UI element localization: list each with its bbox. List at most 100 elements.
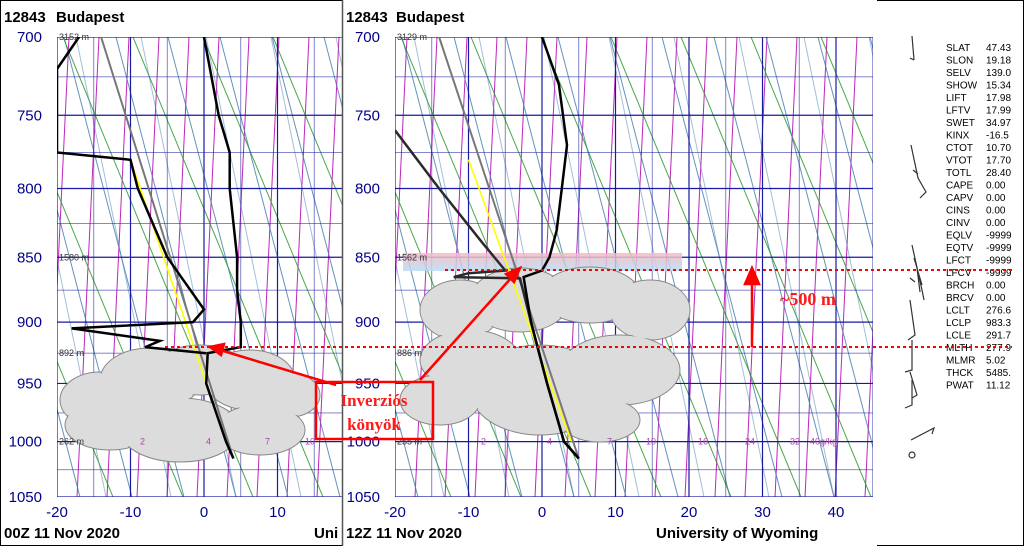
arrow-head <box>503 265 523 285</box>
station-id: 12843 <box>346 9 388 26</box>
cloud-fill <box>561 399 639 441</box>
cloud-fill <box>216 406 304 454</box>
temperature-tick-label: 10 <box>607 504 624 521</box>
station-id: 12843 <box>4 9 46 26</box>
wind-barb <box>907 299 916 341</box>
arrow-to-12z-inversion <box>419 276 513 381</box>
parcel-path-line <box>100 37 235 459</box>
moist-adiabat-line <box>673 37 770 497</box>
index-name: SLAT <box>946 43 970 54</box>
moist-adiabat-line <box>270 37 342 384</box>
index-value: 0.00 <box>986 206 1006 217</box>
mixing-ratio-label: 24 <box>745 437 755 447</box>
arrow-head <box>207 342 226 358</box>
index-name: SLON <box>946 56 973 67</box>
moist-adiabat-line <box>713 37 835 497</box>
index-value: 0.00 <box>986 181 1006 192</box>
temperature-tick-label: 40 <box>828 504 845 521</box>
moist-adiabat-line <box>271 37 342 308</box>
height-label: 262 m <box>59 437 84 447</box>
stability-indices: SLAT 47.43 SLON 19.18 SELV 139.0 SHOW 15.34 LIFT… <box>876 0 1012 546</box>
calm-wind-circle <box>908 451 916 459</box>
sounding-panel-12z: 12843 Budapest 700 750 800 850 900 950 1000 105… <box>346 9 873 542</box>
dry-adiabat-line <box>272 37 342 206</box>
mixing-ratio-label: 10 <box>646 437 656 447</box>
sounding-lines <box>395 37 580 460</box>
index-value: 139.0 <box>986 68 1011 79</box>
moist-adiabat-line <box>395 406 419 497</box>
height-label: 3152 m <box>59 32 89 42</box>
pressure-tick-label: 750 <box>355 107 380 124</box>
index-name: MLTH <box>946 343 972 354</box>
index-name: LFCV <box>946 268 972 279</box>
cloud-fill <box>401 376 479 424</box>
index-name: LFCT <box>946 256 971 267</box>
wind-barb <box>909 35 915 61</box>
wind-barb <box>904 340 913 373</box>
mixing-ratio-label: 10 <box>305 437 315 447</box>
mixing-ratio-label: 2 <box>140 437 145 447</box>
sounding-panel-00z: 12843 Budapest 700 750 800 850 900 950 1000 105… <box>4 9 342 542</box>
pressure-tick-label: 800 <box>355 180 380 197</box>
wind-barb <box>909 371 918 399</box>
moist-adiabat-line <box>219 37 341 497</box>
station-name: Budapest <box>56 9 124 26</box>
sounding-lines <box>57 37 243 460</box>
station-name: Budapest <box>396 9 464 26</box>
footer-source: University of Wyoming <box>656 525 818 542</box>
index-value: 34.97 <box>986 118 1011 129</box>
index-value: 17.70 <box>986 156 1011 167</box>
footer-date: 12Z 11 Nov 2020 <box>346 525 462 542</box>
index-value: -9999 <box>986 231 1012 242</box>
temperature-line <box>202 37 243 460</box>
pressure-tick-label: 1000 <box>347 434 380 451</box>
index-value: -9999 <box>986 256 1012 267</box>
index-value: 291.7 <box>986 331 1011 342</box>
dry-adiabat-line <box>750 37 873 334</box>
wind-barb <box>904 380 913 409</box>
pressure-tick-label: 750 <box>17 107 42 124</box>
index-name: BRCV <box>946 293 974 304</box>
height-label: 1562 m <box>397 252 427 262</box>
parcel-path-line <box>438 37 580 459</box>
index-value: 0.00 <box>986 293 1006 304</box>
dry-adiabat-highlight-line <box>467 159 573 442</box>
temperature-tick-label: 20 <box>681 504 698 521</box>
index-name: VTOT <box>946 156 972 167</box>
axis-labels: 700 750 800 850 900 950 1000 1050-20 -10 0 10 3152 … <box>9 29 315 521</box>
moist-adiabat-line <box>765 37 873 450</box>
pressure-tick-label: 1050 <box>9 489 42 506</box>
height-label: 886 m <box>397 348 422 358</box>
temperature-tick-label: -10 <box>458 504 480 521</box>
index-name: SWET <box>946 118 975 129</box>
index-name: MLMR <box>946 356 975 367</box>
arrow-to-00z-inversion <box>219 348 337 387</box>
index-value: 277.9 <box>986 343 1011 354</box>
index-name: CINV <box>946 218 970 229</box>
height-label: 892 m <box>59 348 84 358</box>
index-value: -9999 <box>986 268 1012 279</box>
index-value: 983.3 <box>986 318 1011 329</box>
index-value: 10.70 <box>986 143 1011 154</box>
pressure-tick-label: 1050 <box>347 489 380 506</box>
index-value: 47.43 <box>986 43 1011 54</box>
pressure-tick-label: 700 <box>17 29 42 46</box>
height-diff-label: ~500 m <box>780 289 836 309</box>
index-value: 17.98 <box>986 93 1011 104</box>
index-name: LCLP <box>946 318 971 329</box>
index-name: SELV <box>946 68 971 79</box>
index-value: 11.12 <box>986 381 1011 392</box>
index-name: LFTV <box>946 106 971 117</box>
footer-source: Uni <box>314 525 338 542</box>
temperature-tick-label: 0 <box>538 504 546 521</box>
height-label: 1580 m <box>59 252 89 262</box>
index-name: KINX <box>946 131 970 142</box>
index-name: LIFT <box>946 93 967 104</box>
index-value: -16.5 <box>986 131 1009 142</box>
wind-barb <box>909 244 925 301</box>
pressure-tick-label: 950 <box>17 375 42 392</box>
index-name: CTOT <box>946 143 973 154</box>
index-value: 15.34 <box>986 81 1011 92</box>
pressure-tick-label: 700 <box>355 29 380 46</box>
